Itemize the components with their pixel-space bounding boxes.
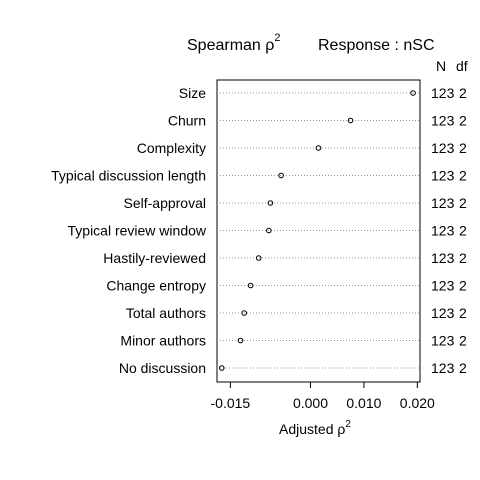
- row-n-value: 123: [431, 360, 455, 376]
- row-label: Complexity: [137, 140, 206, 156]
- x-tick-label: 0.010: [346, 395, 381, 411]
- row-label: Total authors: [126, 305, 206, 321]
- row-df-value: 2: [459, 113, 467, 129]
- row-df-value: 2: [459, 168, 467, 184]
- row-n-value: 123: [431, 278, 455, 294]
- row-df-value: 2: [459, 223, 467, 239]
- x-axis: -0.015 0.000 0.010 0.020: [211, 381, 435, 411]
- table-row: Size 123 2: [179, 85, 467, 101]
- x-axis-label: Adjusted ρ2: [279, 419, 351, 437]
- row-n-value: 123: [431, 305, 455, 321]
- table-row: Typical review window 123 2: [68, 223, 468, 239]
- header-n: N: [436, 58, 446, 74]
- table-row: Typical discussion length 123 2: [51, 168, 467, 184]
- data-point: [347, 117, 354, 124]
- row-df-value: 2: [459, 305, 467, 321]
- data-point: [247, 282, 254, 289]
- x-tick-label: 0.000: [293, 395, 328, 411]
- data-point: [237, 337, 244, 344]
- row-df-value: 2: [459, 278, 467, 294]
- data-point: [278, 172, 284, 179]
- row-df-value: 2: [459, 250, 467, 266]
- row-label: Typical review window: [68, 223, 207, 239]
- header-df: df: [456, 58, 468, 74]
- row-label: Churn: [168, 113, 206, 129]
- row-label: Self-approval: [124, 195, 207, 211]
- table-row: Complexity 123 2: [137, 140, 467, 156]
- row-df-value: 2: [459, 195, 467, 211]
- data-point: [267, 200, 274, 206]
- data-point: [266, 227, 272, 234]
- table-row: No discussion 123 2: [119, 360, 467, 376]
- row-label: Size: [179, 85, 206, 101]
- data-point: [219, 365, 225, 371]
- x-tick-label: 0.020: [400, 395, 435, 411]
- row-n-value: 123: [431, 140, 455, 156]
- row-n-value: 123: [431, 113, 455, 129]
- table-row: Churn 123 2: [168, 113, 467, 129]
- row-label: Typical discussion length: [51, 168, 206, 184]
- x-tick-label: -0.015: [211, 395, 251, 411]
- response-label: Response : nSC: [318, 37, 435, 54]
- row-n-value: 123: [431, 85, 455, 101]
- data-point: [255, 255, 262, 261]
- row-label: No discussion: [119, 360, 206, 376]
- table-row: Total authors 123 2: [126, 305, 467, 321]
- row-n-value: 123: [431, 333, 455, 349]
- row-label: Minor authors: [120, 333, 206, 349]
- table-row: Change entropy 123 2: [106, 278, 467, 294]
- table-row: Hastily-reviewed 123 2: [103, 250, 467, 266]
- data-point: [315, 145, 322, 151]
- data-point: [241, 310, 248, 316]
- row-n-value: 123: [431, 195, 455, 211]
- chart-title: Spearman ρ2: [187, 32, 281, 54]
- row-df-value: 2: [459, 360, 467, 376]
- row-df-value: 2: [459, 333, 467, 349]
- table-row: Self-approval 123 2: [124, 195, 468, 211]
- row-n-value: 123: [431, 168, 455, 184]
- row-n-value: 123: [431, 223, 455, 239]
- row-df-value: 2: [459, 140, 467, 156]
- row-n-value: 123: [431, 250, 455, 266]
- table-row: Minor authors 123 2: [120, 333, 467, 349]
- row-label: Change entropy: [106, 278, 206, 294]
- row-df-value: 2: [459, 85, 467, 101]
- row-label: Hastily-reviewed: [103, 250, 206, 266]
- data-point: [410, 90, 416, 96]
